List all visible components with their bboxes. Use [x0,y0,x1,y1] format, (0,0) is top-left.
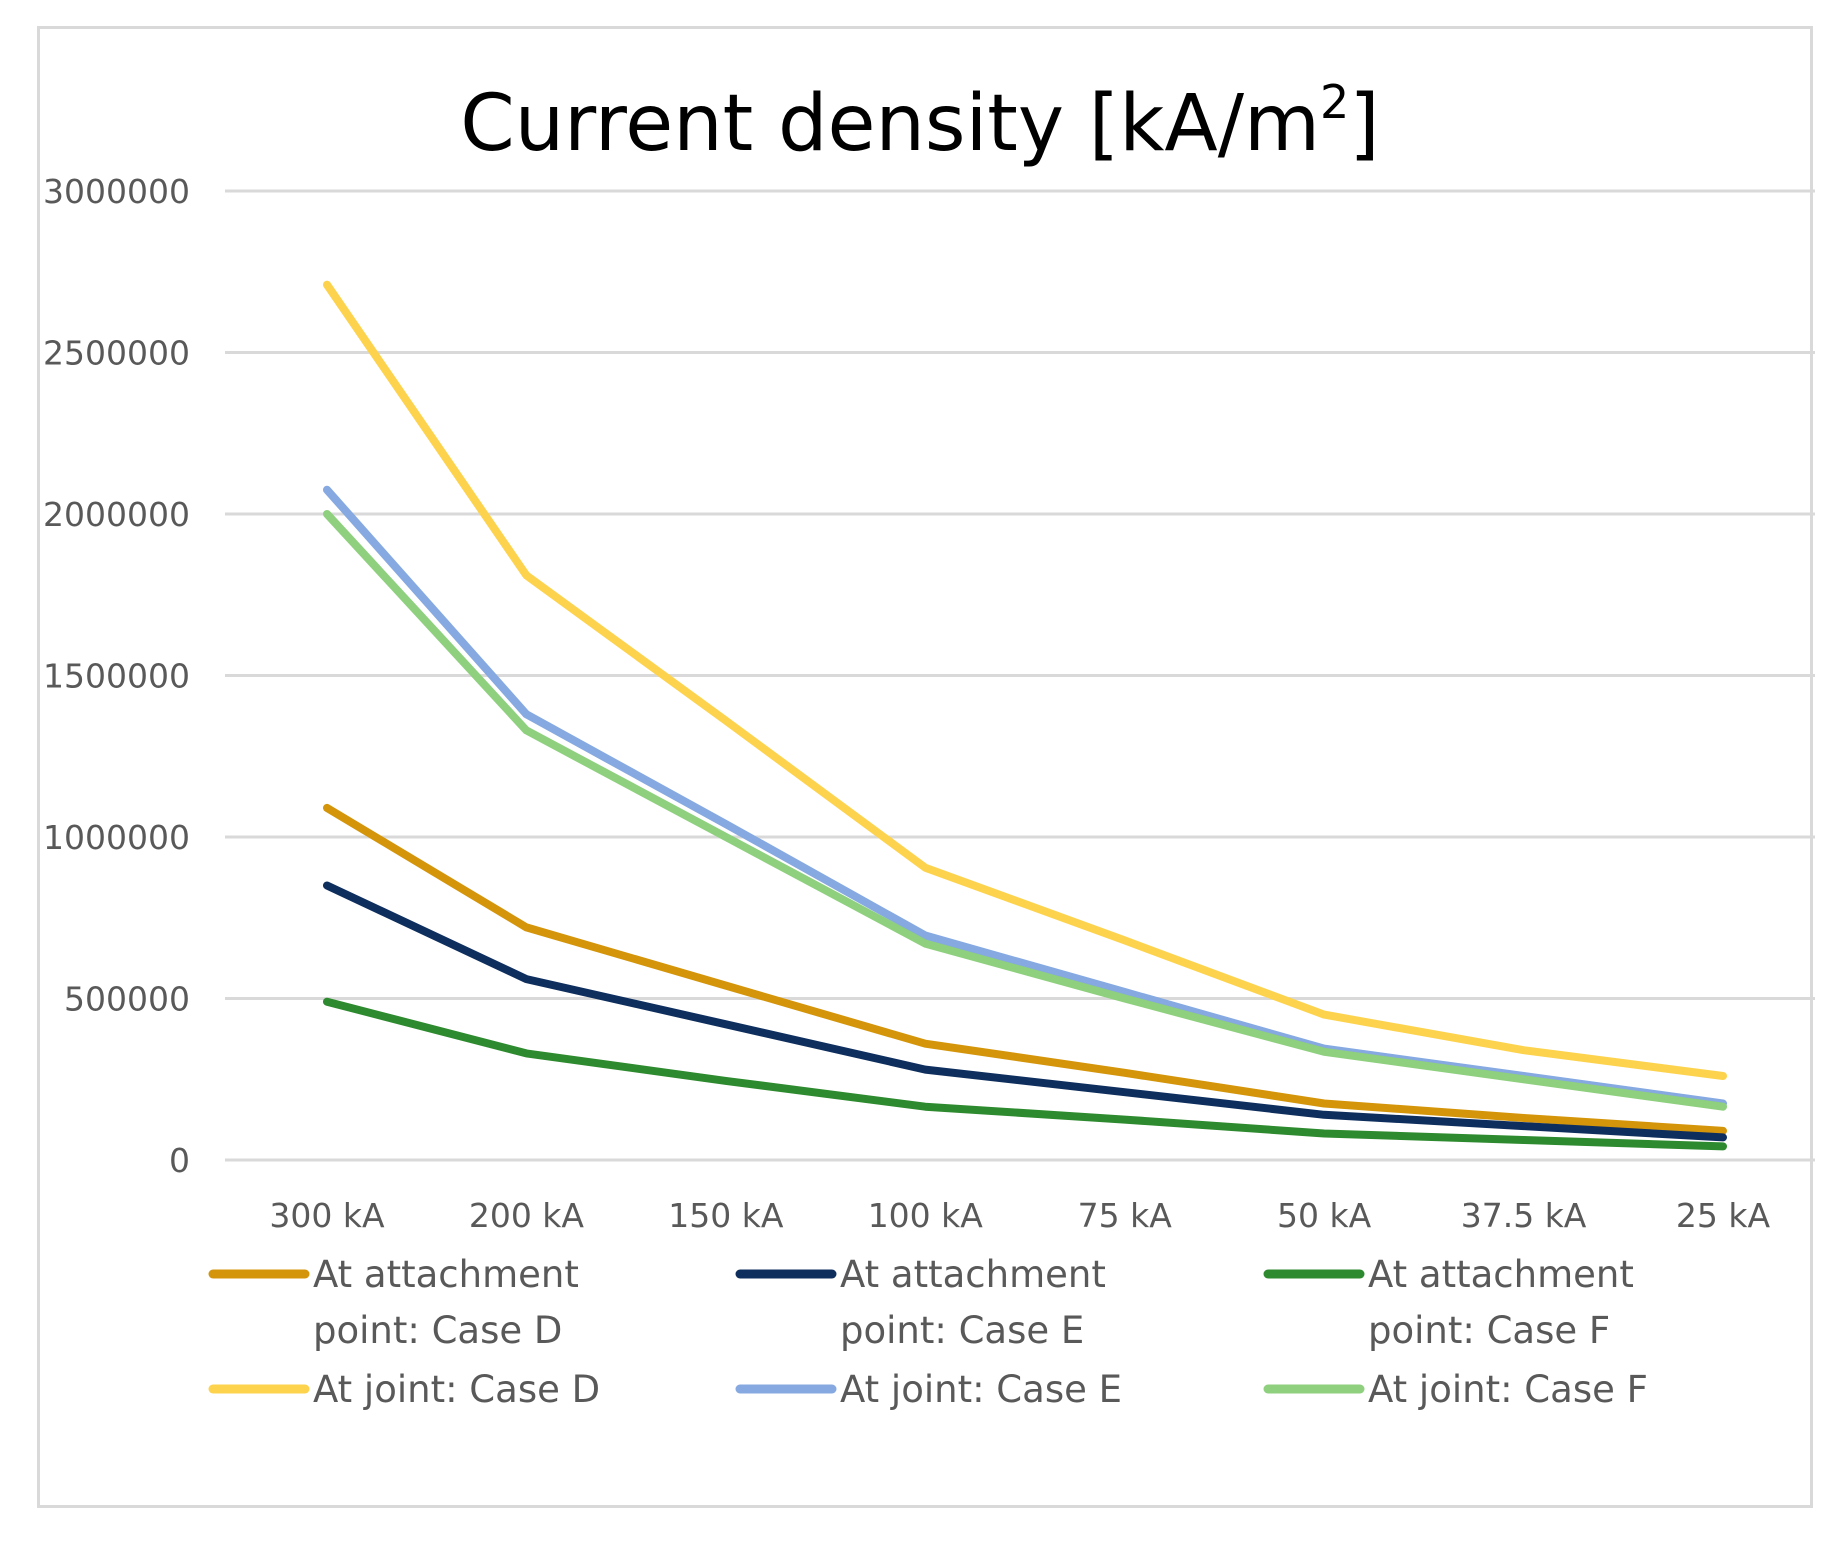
legend-label: At joint: Case F [1368,1368,1648,1411]
legend-item: At joint: Case F [1263,1368,1648,1411]
y-tick-label: 2500000 [43,334,190,373]
legend-label: point: Case E [840,1309,1084,1352]
x-tick-label: 75 kA [1078,1196,1173,1235]
legend-label: At joint: Case D [313,1368,600,1411]
series-line [323,803,1727,1135]
y-tick-label: 3000000 [43,172,190,211]
chart-title-end: ] [1349,79,1379,169]
y-tick-label: 1500000 [43,657,190,696]
legend-label: point: Case D [313,1309,562,1352]
x-axis-ticks: 300 kA 200 kA 150 kA 100 kA 75 kA 50 kA 37.5 k… [269,1196,1770,1235]
legend-label: At joint: Case E [840,1368,1122,1411]
legend-label: point: Case F [1368,1309,1610,1352]
gridlines [225,189,1815,1162]
legend-label: At attachment [840,1253,1106,1296]
legend: At attachment point: Case D At attachment p… [208,1253,1648,1411]
legend-label: At attachment [1368,1253,1634,1296]
x-tick-label: 25 kA [1676,1196,1771,1235]
y-tick-label: 2000000 [43,495,190,534]
series-line [323,997,1727,1151]
legend-item: At attachment point: Case F [1263,1253,1634,1352]
legend-item: At attachment point: Case E [735,1253,1106,1352]
series-line [323,510,1727,1111]
x-tick-label: 50 kA [1277,1196,1372,1235]
y-tick-label: 500000 [64,980,190,1019]
series-line [323,881,1727,1142]
plot-series [323,280,1727,1151]
x-tick-label: 37.5 kA [1461,1196,1587,1235]
chart-title-superscript: 2 [1320,75,1349,129]
series-line [323,280,1727,1080]
chart-title: Current density [kA/m2] [460,75,1379,169]
legend-label: At attachment [313,1253,579,1296]
legend-item: At joint: Case E [735,1368,1122,1411]
legend-item: At attachment point: Case D [208,1253,579,1352]
y-tick-label: 0 [169,1141,190,1180]
y-tick-label: 1000000 [43,818,190,857]
x-tick-label: 200 kA [469,1196,585,1235]
chart-title-main: Current density [kA/m [460,79,1320,169]
legend-item: At joint: Case D [208,1368,600,1411]
y-axis-ticks: 0 500000 1000000 1500000 2000000 2500000 30000… [43,172,190,1180]
x-tick-label: 150 kA [668,1196,784,1235]
x-tick-label: 100 kA [868,1196,984,1235]
x-tick-label: 300 kA [269,1196,385,1235]
chart-frame [37,26,1813,1508]
